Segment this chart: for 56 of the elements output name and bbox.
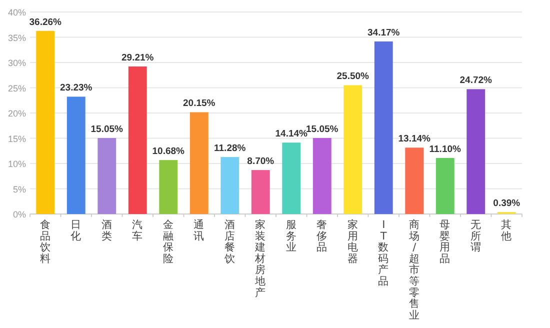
data-label: 14.14%	[275, 128, 308, 140]
data-label: 23.23%	[60, 82, 93, 94]
bar	[436, 158, 454, 214]
y-tick-label: 5%	[12, 184, 26, 194]
bar	[466, 89, 486, 214]
x-tick-label: 酒类	[101, 218, 112, 242]
x-tick-label: 无所谓	[470, 219, 482, 254]
bar	[98, 138, 116, 214]
data-label: 20.15%	[183, 98, 216, 110]
data-label: 24.72%	[460, 75, 493, 86]
y-tick-label: 15%	[8, 134, 26, 144]
bar	[190, 112, 208, 214]
x-tick-label: 日化	[70, 219, 82, 242]
bar	[66, 96, 86, 214]
x-tick-label: 奢侈品	[316, 219, 328, 254]
x-tick-label: 家装建材房地产	[254, 218, 266, 299]
y-tick-label: 0%	[12, 210, 26, 220]
x-tick-label: 家用电器	[347, 218, 358, 265]
bar	[128, 66, 147, 214]
x-tick-label: 汽车	[132, 219, 144, 242]
data-label: 15.05%	[306, 124, 339, 135]
y-tick-label: 40%	[8, 8, 26, 18]
data-label: 10.68%	[152, 146, 186, 158]
data-label: 29.21%	[122, 52, 154, 64]
y-tick-label: 10%	[8, 159, 26, 169]
x-tick-label: 通讯	[194, 218, 205, 242]
data-label: 11.28%	[214, 143, 246, 154]
x-tick-label: 其他	[501, 218, 512, 242]
bar	[220, 157, 240, 214]
data-label: 0.39%	[493, 198, 521, 210]
y-tick-label: 20%	[8, 108, 26, 118]
y-tick-label: 35%	[8, 32, 26, 43]
bar	[282, 142, 301, 214]
data-label: 15.05%	[90, 124, 124, 135]
y-tick-label: 30%	[8, 58, 26, 68]
bar	[36, 30, 55, 214]
bar	[251, 170, 270, 214]
x-tick-label: 金融保险	[162, 219, 174, 265]
data-label: 13.14%	[398, 134, 432, 145]
x-tick-label: 母婴用品	[440, 219, 451, 265]
x-tick-label: 食品饮料	[38, 219, 51, 265]
x-tick-label: 酒店餐饮	[223, 218, 236, 265]
bar	[344, 85, 362, 214]
data-label: 8.70%	[247, 156, 275, 168]
category-label: 商场/超市等零售业	[408, 219, 420, 322]
x-tick-label: IT数码产品	[378, 219, 390, 288]
data-label: 36.26%	[29, 16, 62, 28]
y-tick-label: 25%	[8, 83, 26, 94]
data-label: 25.50%	[336, 71, 370, 82]
bar	[312, 138, 332, 214]
data-label: 11.10%	[429, 144, 462, 155]
bar	[374, 41, 393, 214]
x-tick-label: 服务业	[286, 219, 297, 254]
bar	[159, 160, 178, 214]
bar	[405, 148, 424, 214]
data-label: 34.17%	[368, 27, 400, 38]
